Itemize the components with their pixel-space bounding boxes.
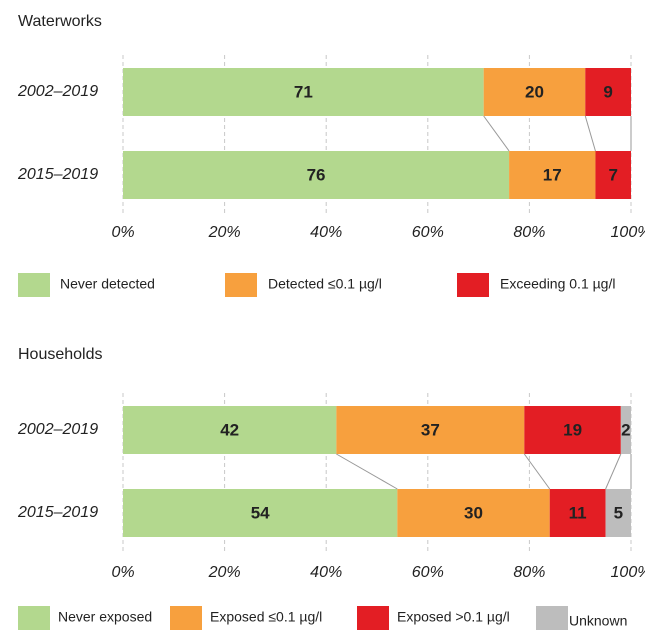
x-tick-label: 0% [111, 564, 134, 581]
x-tick-label: 20% [208, 224, 241, 241]
x-tick-label: 80% [513, 564, 545, 581]
legend-label: Unknown [569, 613, 627, 629]
data-label: 19 [563, 420, 582, 439]
data-label: 2 [621, 420, 630, 439]
legend-label: Exceeding 0.1 µg/l [500, 276, 615, 292]
legend-swatch [536, 606, 568, 630]
connector [605, 453, 622, 490]
connector [523, 453, 551, 490]
legend-label: Never exposed [58, 609, 152, 625]
y-tick-label: 2015–2019 [17, 166, 98, 183]
bar-segment [397, 489, 550, 537]
bar-segment [509, 151, 596, 199]
legend-swatch [18, 606, 50, 630]
data-label: 11 [569, 503, 587, 522]
x-tick-label: 100% [611, 564, 645, 581]
bar-segment [595, 151, 631, 199]
x-tick-label: 60% [412, 224, 444, 241]
x-tick-label: 60% [412, 564, 444, 581]
data-label: 42 [220, 420, 239, 439]
data-label: 71 [294, 82, 313, 101]
legend-label: Exposed ≤0.1 µg/l [210, 609, 322, 625]
bar-segment [123, 68, 484, 116]
data-label: 5 [614, 503, 623, 522]
bar-segment [123, 151, 510, 199]
legend-label: Detected ≤0.1 µg/l [268, 276, 382, 292]
legend-swatch [225, 273, 257, 297]
data-label: 7 [608, 165, 617, 184]
x-tick-label: 40% [310, 564, 342, 581]
data-label: 76 [307, 165, 326, 184]
chart-title: Households [18, 346, 103, 363]
x-tick-label: 20% [208, 564, 241, 581]
data-label: 20 [525, 82, 544, 101]
bar-segment [549, 489, 606, 537]
bar-segment [483, 68, 586, 116]
bar-segment [123, 406, 337, 454]
y-tick-label: 2015–2019 [17, 504, 98, 521]
bar-segment [605, 489, 631, 537]
data-label: 17 [543, 165, 562, 184]
legend-swatch [18, 273, 50, 297]
legend-swatch [357, 606, 389, 630]
bar-segment [524, 406, 621, 454]
bar-segment [336, 406, 525, 454]
legend-label: Exposed >0.1 µg/l [397, 609, 510, 625]
legend-swatch [457, 273, 489, 297]
data-label: 30 [464, 503, 483, 522]
bar-segment [585, 68, 631, 116]
chart-title: Waterworks [18, 13, 102, 30]
x-tick-label: 40% [310, 224, 342, 241]
x-tick-label: 80% [513, 224, 545, 241]
connector [483, 115, 510, 152]
y-tick-label: 2002–2019 [17, 421, 98, 438]
x-tick-label: 100% [611, 224, 645, 241]
data-label: 9 [603, 82, 612, 101]
x-tick-label: 0% [111, 224, 134, 241]
y-tick-label: 2002–2019 [17, 83, 98, 100]
connector [584, 115, 596, 152]
data-label: 54 [251, 503, 270, 522]
legend-label: Never detected [60, 276, 155, 292]
bar-segment [123, 489, 398, 537]
connector [336, 453, 398, 490]
data-label: 37 [421, 420, 440, 439]
legend-swatch [170, 606, 202, 630]
bar-segment [620, 406, 631, 454]
